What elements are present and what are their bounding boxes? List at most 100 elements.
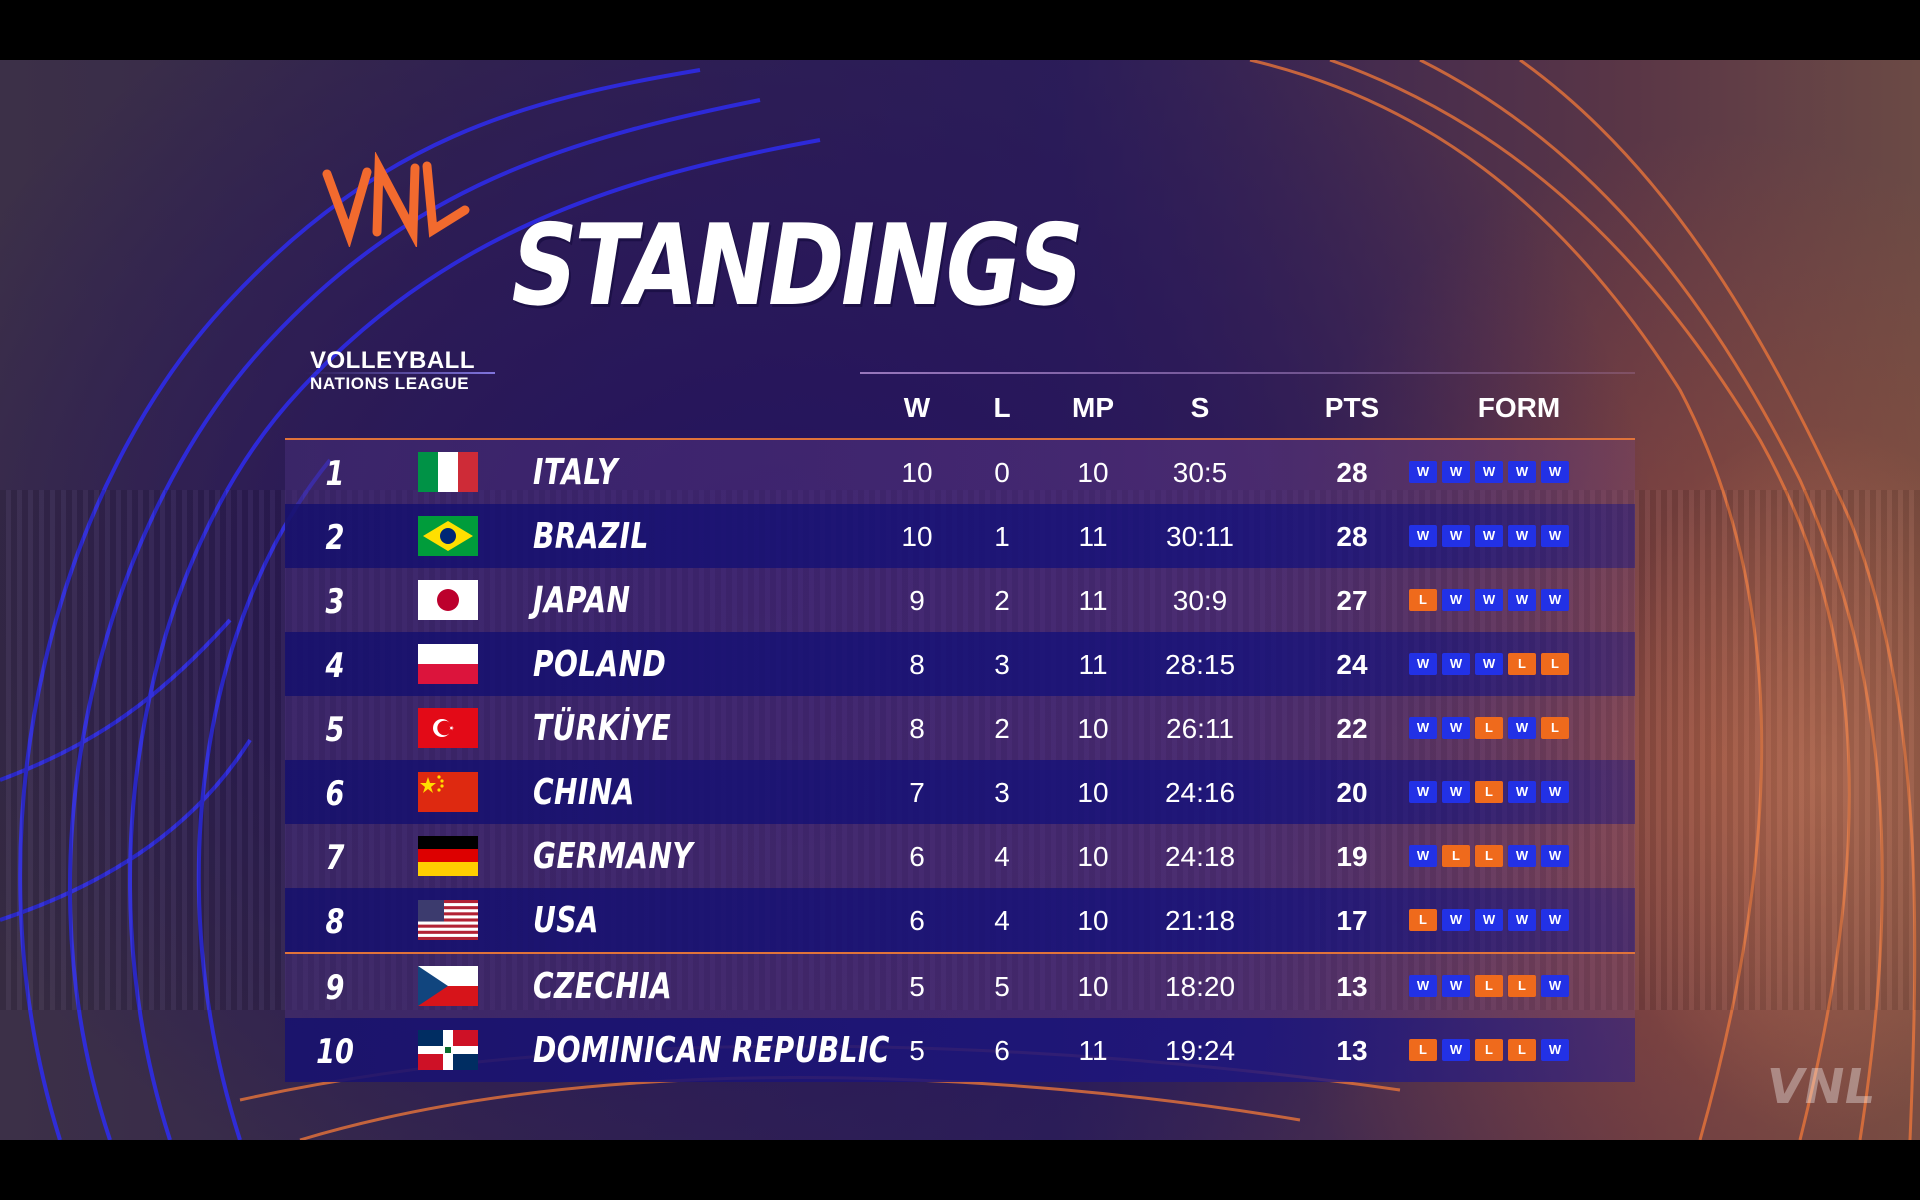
form-loss-badge: L: [1475, 717, 1503, 739]
form-win-badge: W: [1541, 781, 1569, 803]
column-header-pts: PTS: [1324, 392, 1380, 423]
column-header-w: W: [903, 392, 931, 423]
wins: 5: [909, 1035, 925, 1066]
japan-flag-icon: [418, 580, 478, 620]
column-header-l: L: [993, 392, 1011, 423]
sets: 28:15: [1164, 649, 1236, 680]
form-win-badge: W: [1409, 525, 1437, 547]
form-win-badge: W: [1508, 845, 1536, 867]
matches-played: 11: [1078, 585, 1108, 616]
team-name: JAPAN: [533, 580, 631, 621]
page-title: STANDINGS: [500, 201, 1091, 331]
brazil-flag-icon: [418, 516, 478, 556]
table-header: W L MP S PTS FORM: [285, 378, 1635, 440]
form-win-badge: W: [1508, 461, 1536, 483]
form-win-badge: W: [1442, 975, 1470, 997]
form-win-badge: W: [1409, 461, 1437, 483]
losses: 3: [994, 777, 1010, 808]
vnl-mark-icon: [322, 152, 470, 247]
sets: 30:9: [1172, 585, 1228, 616]
team-name: DOMINICAN REPUBLIC: [533, 1030, 890, 1071]
team-name: POLAND: [533, 644, 667, 685]
form-win-badge: W: [1541, 525, 1569, 547]
dominican-republic-flag-icon: [418, 1030, 478, 1070]
wins: 10: [901, 521, 933, 552]
form-loss-badge: L: [1475, 1039, 1503, 1061]
points: 28: [1336, 457, 1368, 488]
matches-played: 10: [1077, 777, 1109, 808]
matches-played: 11: [1078, 521, 1108, 552]
form-win-badge: W: [1475, 909, 1503, 931]
points: 13: [1336, 1035, 1368, 1066]
form-win-badge: W: [1442, 717, 1470, 739]
form-win-badge: W: [1508, 781, 1536, 803]
matches-played: 10: [1077, 713, 1109, 744]
sets: 21:18: [1164, 905, 1236, 936]
form-win-badge: W: [1409, 845, 1437, 867]
form-win-badge: W: [1442, 781, 1470, 803]
form-win-badge: W: [1475, 461, 1503, 483]
form-win-badge: W: [1409, 717, 1437, 739]
form-win-badge: W: [1541, 975, 1569, 997]
rank: 9: [325, 968, 345, 1008]
form-win-badge: W: [1541, 845, 1569, 867]
form-win-badge: W: [1409, 975, 1437, 997]
losses: 4: [994, 841, 1010, 872]
form-loss-badge: L: [1409, 1039, 1437, 1061]
form-win-badge: W: [1541, 589, 1569, 611]
title-rule: [860, 372, 1635, 374]
germany-flag-icon: [418, 836, 478, 876]
form-win-badge: W: [1442, 461, 1470, 483]
points: 22: [1336, 713, 1368, 744]
wins: 10: [901, 457, 933, 488]
sets: 18:20: [1164, 971, 1236, 1002]
points: 13: [1336, 971, 1368, 1002]
sets: 19:24: [1164, 1035, 1236, 1066]
form-win-badge: W: [1442, 1039, 1470, 1061]
points: 27: [1336, 585, 1368, 616]
logo-nations-league-text: NATIONS LEAGUE: [310, 374, 470, 393]
matches-played: 11: [1078, 649, 1108, 680]
form-loss-badge: L: [1541, 717, 1569, 739]
logo-volleyball-text: VOLLEYBALL: [310, 347, 475, 374]
column-header-s: S: [1190, 392, 1210, 423]
points: 24: [1336, 649, 1368, 680]
turkiye-flag-icon: [418, 708, 478, 748]
wins: 6: [909, 905, 925, 936]
vnl-watermark: VNL: [1762, 1059, 1880, 1115]
matches-played: 10: [1077, 905, 1109, 936]
rank: 7: [325, 838, 345, 878]
matches-played: 10: [1077, 971, 1109, 1002]
rank: 10: [316, 1032, 354, 1072]
team-name: ITALY: [533, 452, 618, 493]
czechia-flag-icon: [418, 966, 478, 1006]
form-win-badge: W: [1508, 909, 1536, 931]
losses: 3: [994, 649, 1010, 680]
rank: 6: [325, 774, 345, 814]
logo-underline: [305, 372, 495, 374]
losses: 5: [994, 971, 1010, 1002]
rank: 1: [325, 454, 345, 494]
arena-lights: [1590, 420, 1920, 1140]
rank: 2: [325, 518, 345, 558]
standings-table: W L MP S PTS FORM 1 ITALY 10 0 10 30:5 2…: [285, 378, 1635, 1082]
wins: 6: [909, 841, 925, 872]
form-win-badge: W: [1409, 653, 1437, 675]
form-loss-badge: L: [1541, 653, 1569, 675]
form-win-badge: W: [1508, 589, 1536, 611]
wins: 5: [909, 971, 925, 1002]
rank: 4: [325, 646, 345, 686]
